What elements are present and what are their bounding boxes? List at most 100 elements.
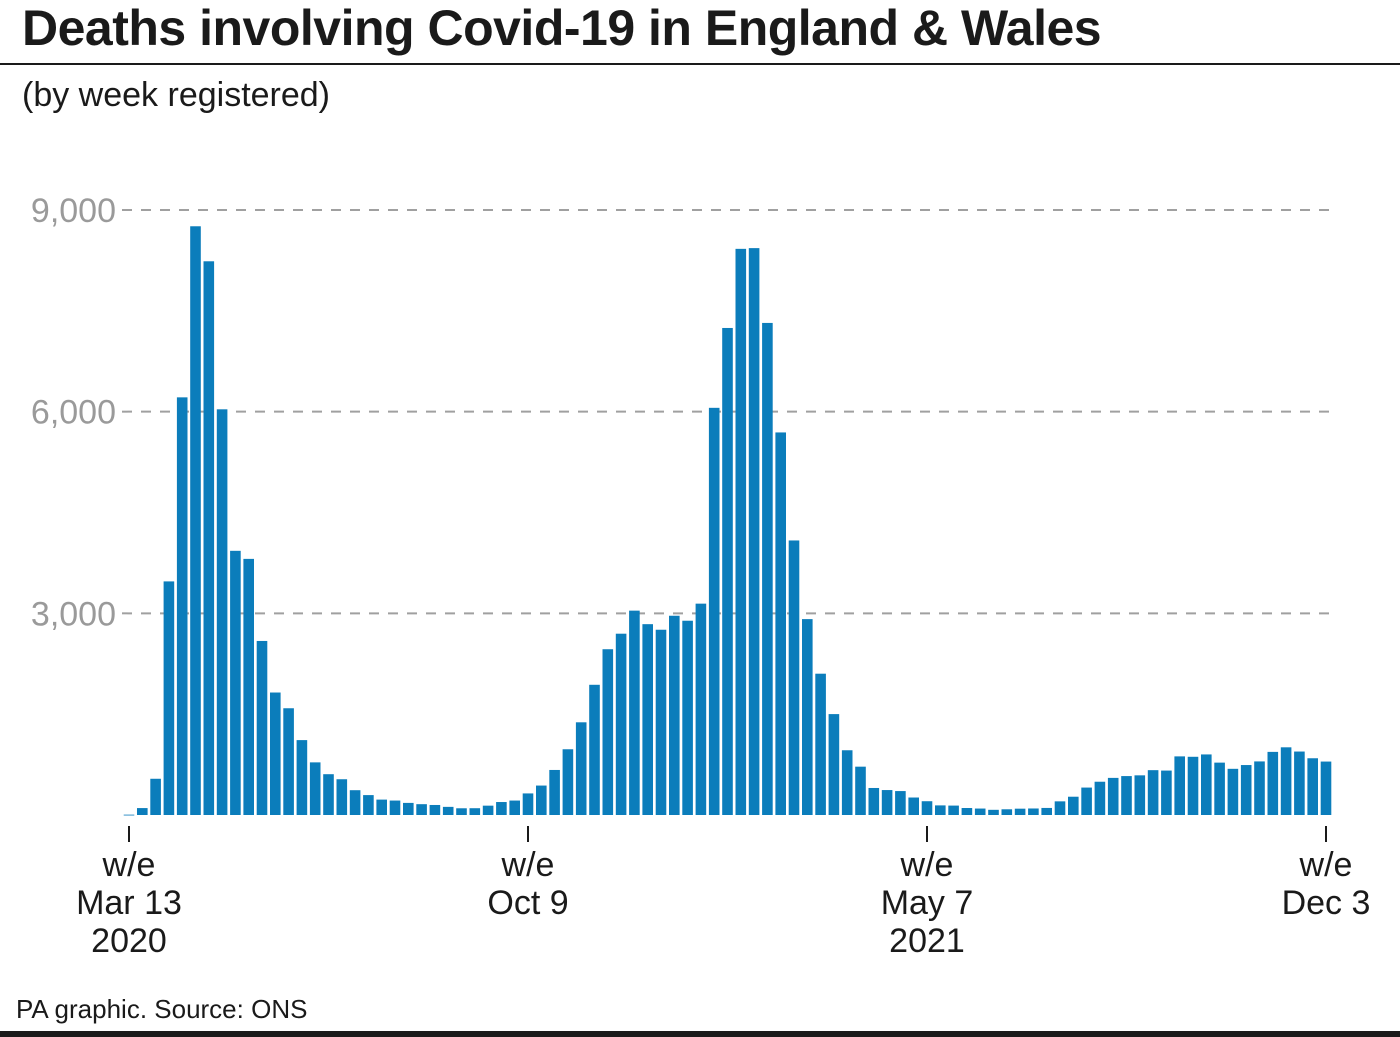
bar [642, 624, 653, 815]
chart-subtitle: (by week registered) [22, 76, 331, 114]
bar [243, 558, 254, 815]
bar [323, 774, 334, 815]
bar [802, 619, 813, 815]
y-tick-label: 6,000 [31, 394, 116, 432]
bar [828, 714, 840, 815]
bar [496, 802, 507, 815]
bar [536, 785, 547, 815]
bar [1201, 754, 1212, 815]
bar [655, 629, 667, 815]
bar [868, 787, 880, 815]
bar [881, 790, 893, 815]
bar [895, 791, 906, 815]
bar [256, 640, 268, 815]
bar [1240, 765, 1252, 815]
x-axis [128, 826, 1327, 842]
bar [1307, 758, 1318, 815]
bar [1134, 775, 1146, 815]
bar [1320, 761, 1332, 815]
bar [363, 795, 374, 815]
gridlines [122, 209, 1332, 615]
bar [1227, 768, 1239, 815]
bar [190, 226, 201, 815]
bar [1107, 777, 1119, 815]
bar [1121, 776, 1132, 815]
bar [908, 797, 919, 815]
bar [230, 550, 241, 815]
chart-title: Deaths involving Covid-19 in England & W… [22, 0, 1102, 56]
bar [762, 322, 773, 815]
bar [575, 722, 587, 815]
bars [123, 226, 1332, 816]
x-tick-label-line: 2021 [889, 922, 965, 960]
bar [176, 397, 188, 815]
x-tick-label-line: 2020 [91, 922, 167, 960]
bar [695, 603, 707, 815]
bar [522, 793, 534, 815]
bar [283, 708, 294, 815]
x-tick-label: w/e Mar 13 2020 [76, 846, 182, 960]
bar [935, 805, 946, 815]
bar [1174, 756, 1185, 815]
bar [416, 804, 427, 815]
x-tick-label: w/e May 7 2021 [881, 846, 974, 960]
bar [1187, 756, 1199, 815]
bar [775, 432, 786, 815]
bar [309, 762, 321, 815]
bar [1254, 761, 1265, 815]
source-note: PA graphic. Source: ONS [16, 994, 308, 1024]
bar [469, 808, 481, 815]
bar [1014, 808, 1026, 815]
bar [1294, 751, 1305, 815]
bar [562, 749, 574, 815]
bar [336, 779, 348, 815]
bar [150, 778, 161, 815]
bar [389, 800, 401, 815]
bar [602, 649, 614, 815]
title-divider [0, 63, 1400, 65]
bar [1054, 801, 1066, 815]
bar [988, 809, 999, 815]
bar [1068, 796, 1079, 815]
y-tick-label: 3,000 [31, 595, 116, 633]
bar [974, 808, 986, 815]
bar [629, 610, 640, 815]
x-tick-label-line: Dec 3 [1282, 884, 1371, 922]
x-tick-label-line: w/e [900, 846, 954, 884]
bar [748, 248, 760, 815]
x-tick-label-line: w/e [102, 846, 156, 884]
bar [482, 805, 494, 815]
x-tick-label-line: Mar 13 [76, 884, 182, 922]
bar [788, 540, 800, 815]
bar [1001, 809, 1013, 815]
footer-divider [0, 1031, 1400, 1037]
bar [815, 673, 826, 815]
bar [722, 327, 733, 815]
bar [921, 801, 933, 815]
bar [708, 407, 720, 815]
bar [376, 799, 387, 815]
bar [855, 766, 866, 815]
bar [270, 692, 281, 815]
bar [841, 750, 853, 815]
bar [442, 806, 454, 815]
x-tick-label-line: w/e [501, 846, 555, 884]
bar [682, 620, 693, 815]
bar [349, 790, 361, 815]
bar [1161, 770, 1172, 815]
bar [669, 615, 680, 815]
bar [1094, 781, 1106, 815]
bar [1214, 762, 1225, 815]
bar [1267, 751, 1279, 815]
bar [296, 740, 308, 815]
bar [429, 804, 441, 815]
bar [735, 248, 747, 816]
bar [1280, 747, 1292, 815]
bar [615, 633, 627, 815]
bar [948, 805, 959, 815]
bar [163, 581, 175, 815]
bar [137, 808, 148, 815]
x-tick-label-line: Oct 9 [487, 884, 568, 922]
bar [509, 800, 520, 815]
